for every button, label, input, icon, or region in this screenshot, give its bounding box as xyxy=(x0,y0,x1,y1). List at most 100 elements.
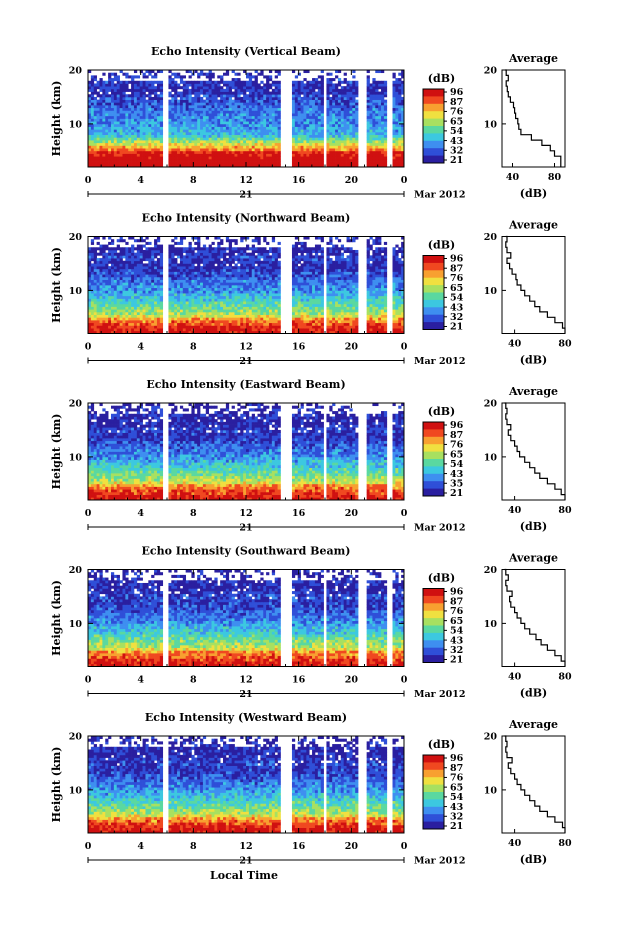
heatmap-cell xyxy=(366,142,370,146)
heatmap-cell xyxy=(254,102,258,106)
heatmap-cell xyxy=(223,164,227,168)
heatmap-cell xyxy=(243,107,247,111)
heatmap-cell xyxy=(291,123,296,127)
heatmap-cell xyxy=(179,102,184,106)
heatmap-cell xyxy=(154,94,158,98)
heatmap-cell xyxy=(277,330,281,334)
heatmap-cell xyxy=(122,158,126,162)
heatmap-cell xyxy=(159,129,164,133)
heatmap-cell xyxy=(240,328,244,332)
heatmap-cell xyxy=(217,118,221,122)
heatmap-cell xyxy=(355,161,359,165)
heatmap-cell xyxy=(392,80,396,84)
heatmap-cell xyxy=(139,105,143,109)
heatmap-cell xyxy=(392,328,396,332)
heatmap-cell xyxy=(217,145,221,149)
heatmap-cell xyxy=(211,330,215,334)
heatmap-cell xyxy=(312,126,316,130)
heatmap-cell xyxy=(266,102,270,106)
heatmap-cell xyxy=(156,290,161,294)
heatmap-cell xyxy=(369,309,373,313)
heatmap-cell xyxy=(179,317,184,321)
heatmap-cell xyxy=(355,330,359,334)
heatmap-cell xyxy=(185,140,189,144)
heatmap-cell xyxy=(220,75,224,79)
heatmap-cell xyxy=(243,110,247,114)
heatmap-cell xyxy=(320,293,324,297)
heatmap-cell xyxy=(136,94,141,98)
heatmap-cell xyxy=(182,306,187,310)
heatmap-cell xyxy=(177,317,181,321)
heatmap-cell xyxy=(401,164,405,168)
heatmap-cell xyxy=(191,290,195,294)
heatmap-cell xyxy=(188,123,192,127)
heatmap-cell xyxy=(257,325,261,329)
heatmap-cell xyxy=(381,96,385,100)
heatmap-cell xyxy=(257,110,261,114)
heatmap-cell xyxy=(168,126,172,130)
heatmap-cell xyxy=(188,115,192,119)
heatmap-cell xyxy=(148,309,152,313)
heatmap-cell xyxy=(395,94,399,98)
heatmap-cell xyxy=(260,105,264,109)
heatmap-cell xyxy=(297,320,301,324)
heatmap-cell xyxy=(395,140,399,144)
heatmap-cell xyxy=(240,295,244,299)
heatmap-cell xyxy=(251,161,255,165)
heatmap-cell xyxy=(392,83,396,87)
heatmap-cell xyxy=(314,113,319,117)
heatmap-cell xyxy=(208,72,212,76)
heatmap-cell xyxy=(151,115,155,119)
heatmap-cell xyxy=(257,290,261,294)
heatmap-cell xyxy=(277,105,281,109)
heatmap-cell xyxy=(139,134,143,138)
heatmap-cell xyxy=(375,134,379,138)
heatmap-cell xyxy=(234,150,238,154)
heatmap-cell xyxy=(102,158,106,162)
heatmap-cell xyxy=(335,83,339,87)
heatmap-cell xyxy=(268,113,273,117)
heatmap-cell xyxy=(271,121,276,125)
heatmap-cell xyxy=(366,131,370,136)
heatmap-cell xyxy=(113,290,118,294)
heatmap-cell xyxy=(268,83,273,87)
heatmap-cell xyxy=(297,88,301,92)
heatmap-cell xyxy=(217,91,221,95)
heatmap-cell xyxy=(254,78,258,82)
heatmap-cell xyxy=(268,153,273,157)
heatmap-cell xyxy=(171,309,175,313)
heatmap-cell xyxy=(343,72,347,76)
heatmap-cell xyxy=(142,158,146,162)
heatmap-cell xyxy=(271,158,276,162)
heatmap-cell xyxy=(340,99,345,103)
heatmap-cell xyxy=(188,306,192,310)
heatmap-cell xyxy=(197,131,201,136)
heatmap-cell xyxy=(128,80,132,84)
heatmap-cell xyxy=(381,328,385,332)
heatmap-cell xyxy=(105,330,109,334)
heatmap-cell xyxy=(191,306,195,310)
heatmap-cell xyxy=(171,161,175,165)
heatmap-cell xyxy=(194,322,198,326)
heatmap-cell xyxy=(88,99,92,103)
heatmap-cell xyxy=(102,123,106,127)
heatmap-cell xyxy=(243,126,247,130)
heatmap-cell xyxy=(171,83,175,87)
heatmap-cell xyxy=(375,123,379,127)
heatmap-cell xyxy=(277,94,281,98)
heatmap-cell xyxy=(194,105,198,109)
heatmap-cell xyxy=(133,330,138,334)
heatmap-cell xyxy=(159,91,164,95)
heatmap-cell xyxy=(340,137,345,141)
heatmap-cell xyxy=(366,309,370,313)
heatmap-cell xyxy=(375,158,379,162)
heatmap-cell xyxy=(105,164,109,168)
heatmap-cell xyxy=(211,94,215,98)
heatmap-cell xyxy=(260,295,264,299)
heatmap-cell xyxy=(185,70,189,74)
heatmap-cell xyxy=(326,121,330,125)
heatmap-cell xyxy=(113,293,118,297)
heatmap-cell xyxy=(90,142,95,146)
heatmap-cell xyxy=(294,91,299,95)
heatmap-cell xyxy=(148,320,152,324)
